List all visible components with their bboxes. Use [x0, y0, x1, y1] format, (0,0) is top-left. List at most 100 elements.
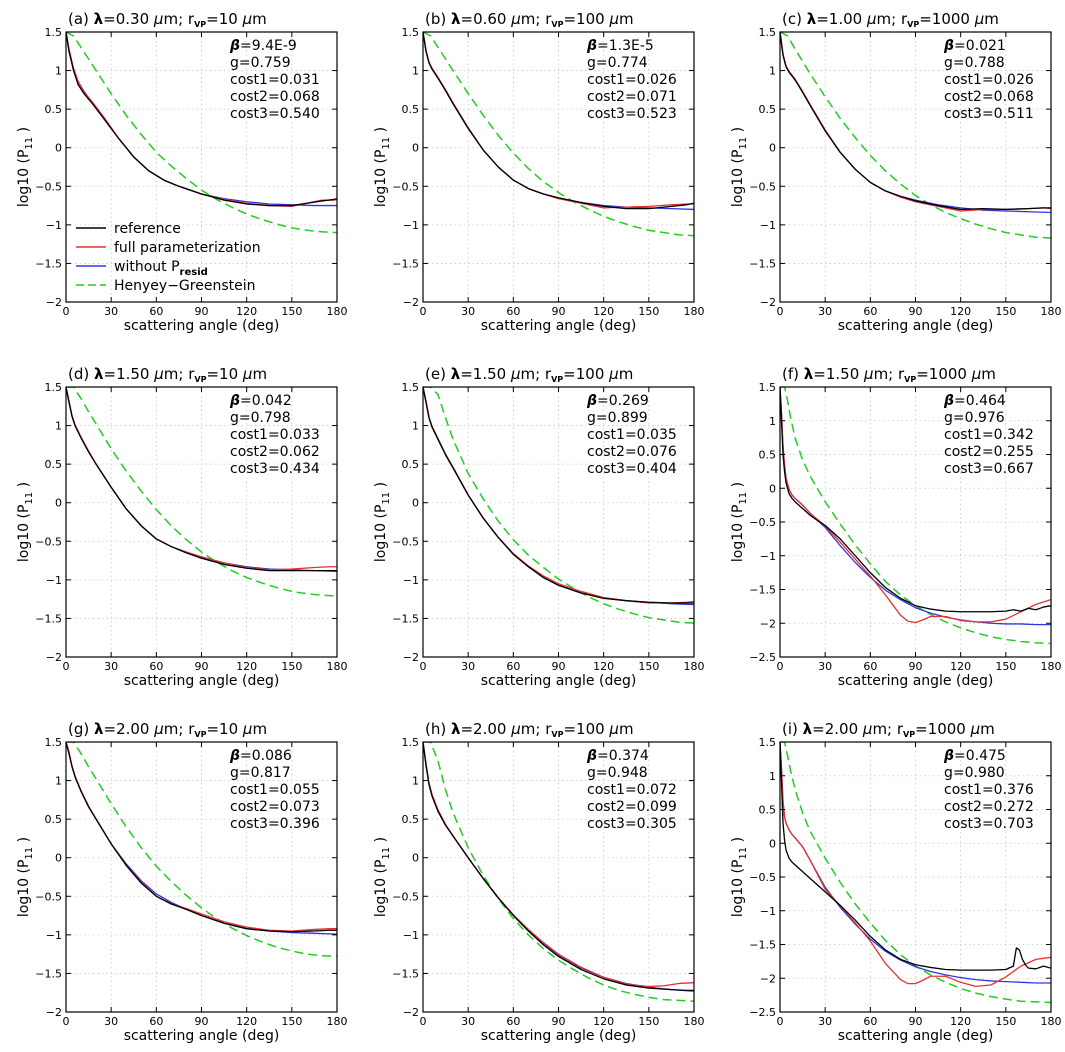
- y-tick-label: 1.5: [45, 26, 63, 39]
- panel-title: (c) λ=1.00 μm; rVP=1000 μm: [782, 10, 999, 29]
- stat-line: cost3=0.396: [230, 816, 320, 832]
- x-tick-label: 90: [552, 305, 566, 318]
- gridlines: [780, 742, 1051, 1012]
- series-group: [66, 32, 337, 234]
- x-tick-label: 150: [995, 1015, 1016, 1028]
- y-tick-label: −2: [760, 972, 776, 985]
- y-tick-label: −1.5: [392, 257, 419, 270]
- stat-line: g=0.948: [587, 765, 648, 781]
- stat-line: g=0.788: [944, 55, 1005, 71]
- axis-ticks: 0 30 60 90 120 150 180 −2 −1.5 −1 −0.5 0 0.5 1 1.5: [392, 26, 704, 318]
- x-tick-label: 0: [420, 1015, 427, 1028]
- x-tick-label: 90: [909, 660, 923, 673]
- y-tick-label: 1: [412, 420, 419, 433]
- x-tick-label: 120: [950, 660, 971, 673]
- y-tick-label: 1.5: [402, 26, 420, 39]
- y-tick-label: −2: [46, 1006, 62, 1019]
- y-tick-label: 1.5: [402, 381, 420, 394]
- y-tick-label: 1.5: [759, 381, 777, 394]
- x-tick-label: 30: [818, 1015, 832, 1028]
- stat-line: g=0.899: [587, 410, 648, 426]
- y-axis-label: log10 (P11 ): [373, 837, 392, 917]
- panel-d: 0 30 60 90 120 150 180 −2 −1.5 −1 −0.5 0 0.5 1 1.5 scat…: [16, 365, 348, 689]
- y-tick-label: 0.5: [45, 813, 63, 826]
- y-tick-label: −0.5: [749, 516, 776, 529]
- y-axis-label: log10 (P11 ): [730, 482, 749, 562]
- x-tick-label: 180: [327, 1015, 348, 1028]
- series-group: [423, 742, 694, 1002]
- x-tick-label: 150: [281, 1015, 302, 1028]
- x-tick-label: 150: [638, 1015, 659, 1028]
- axis-ticks: 0 30 60 90 120 150 180 −2 −1.5 −1 −0.5 0 0.5 1 1.5: [35, 381, 347, 673]
- y-tick-label: 1.5: [45, 736, 63, 749]
- y-tick-label: 0: [55, 497, 62, 510]
- panel-c: 0 30 60 90 120 150 180 −2 −1.5 −1 −0.5 0 0.5 1 1.5 scat…: [730, 10, 1062, 334]
- panel-title: (e) λ=1.50 μm; rVP=100 μm: [425, 365, 633, 384]
- x-tick-label: 30: [818, 305, 832, 318]
- stat-line: g=0.759: [230, 55, 291, 71]
- y-axis-label: log10 (P11 ): [16, 482, 35, 562]
- x-tick-label: 180: [327, 660, 348, 673]
- y-tick-label: −0.5: [749, 871, 776, 884]
- axis-ticks: 0 30 60 90 120 150 180 −2 −1.5 −1 −0.5 0 0.5 1 1.5: [749, 26, 1061, 318]
- panel-f: 0 30 60 90 120 150 180 −2.5 −2 −1.5 −1 −0.5 0 0.5 1 1.5…: [730, 365, 1062, 689]
- y-tick-label: 1: [55, 420, 62, 433]
- panel-e: 0 30 60 90 120 150 180 −2 −1.5 −1 −0.5 0 0.5 1 1.5 scat…: [373, 365, 705, 689]
- series-line-without-p-resid: [780, 387, 1051, 626]
- x-tick-label: 0: [777, 1015, 784, 1028]
- x-tick-label: 90: [552, 660, 566, 673]
- y-tick-label: −2: [760, 296, 776, 309]
- x-axis-label: scattering angle (deg): [481, 318, 637, 334]
- x-tick-label: 120: [950, 305, 971, 318]
- x-tick-label: 120: [236, 660, 257, 673]
- x-tick-label: 180: [1041, 1015, 1062, 1028]
- stat-line: cost1=0.033: [230, 427, 320, 443]
- x-tick-label: 0: [420, 305, 427, 318]
- y-tick-label: 1.5: [759, 736, 777, 749]
- stat-line: g=0.798: [230, 410, 291, 426]
- stat-line: cost2=0.073: [230, 799, 320, 815]
- x-tick-label: 60: [506, 305, 520, 318]
- y-tick-label: −1: [46, 574, 62, 587]
- series-group: [423, 387, 694, 624]
- y-tick-label: −1.5: [35, 967, 62, 980]
- x-tick-label: 30: [461, 660, 475, 673]
- y-tick-label: 0: [55, 142, 62, 155]
- stat-line: cost1=0.342: [944, 427, 1034, 443]
- y-tick-label: −2: [46, 651, 62, 664]
- series-line-reference: [423, 742, 694, 992]
- series-line-full-parameterization: [780, 387, 1051, 624]
- y-tick-label: 0: [412, 852, 419, 865]
- panel-h: 0 30 60 90 120 150 180 −2 −1.5 −1 −0.5 0 0.5 1 1.5 scat…: [373, 720, 705, 1044]
- y-axis-label: log10 (P11 ): [16, 837, 35, 917]
- y-tick-label: −1.5: [35, 612, 62, 625]
- y-tick-label: −2: [403, 296, 419, 309]
- stat-beta: β=9.4E-9: [229, 38, 297, 54]
- x-axis-label: scattering angle (deg): [481, 1028, 637, 1044]
- stat-line: cost2=0.071: [587, 89, 677, 105]
- x-axis-label: scattering angle (deg): [838, 673, 994, 689]
- y-tick-label: 1.5: [759, 26, 777, 39]
- panel-g: 0 30 60 90 120 150 180 −2 −1.5 −1 −0.5 0 0.5 1 1.5 scat…: [16, 720, 348, 1044]
- series-line-henyey-greenstein: [66, 387, 337, 597]
- series-group: [423, 32, 694, 237]
- series-line-reference: [780, 387, 1051, 613]
- x-tick-label: 0: [63, 305, 70, 318]
- y-tick-label: 1: [769, 770, 776, 783]
- panel-b: 0 30 60 90 120 150 180 −2 −1.5 −1 −0.5 0 0.5 1 1.5 scat…: [373, 10, 705, 334]
- series-line-henyey-greenstein: [780, 32, 1051, 239]
- x-tick-label: 0: [777, 305, 784, 318]
- gridlines: [423, 32, 694, 302]
- legend-label: reference: [114, 221, 181, 237]
- stat-line: g=0.817: [230, 765, 291, 781]
- y-tick-label: −1: [403, 929, 419, 942]
- x-tick-label: 90: [909, 305, 923, 318]
- y-tick-label: 0.5: [45, 458, 63, 471]
- stat-line: cost1=0.055: [230, 782, 320, 798]
- x-tick-label: 120: [593, 1015, 614, 1028]
- y-tick-label: 1: [55, 775, 62, 788]
- panel-title: (h) λ=2.00 μm; rVP=100 μm: [425, 720, 634, 739]
- x-tick-label: 60: [149, 660, 163, 673]
- stat-line: cost1=0.026: [587, 72, 677, 88]
